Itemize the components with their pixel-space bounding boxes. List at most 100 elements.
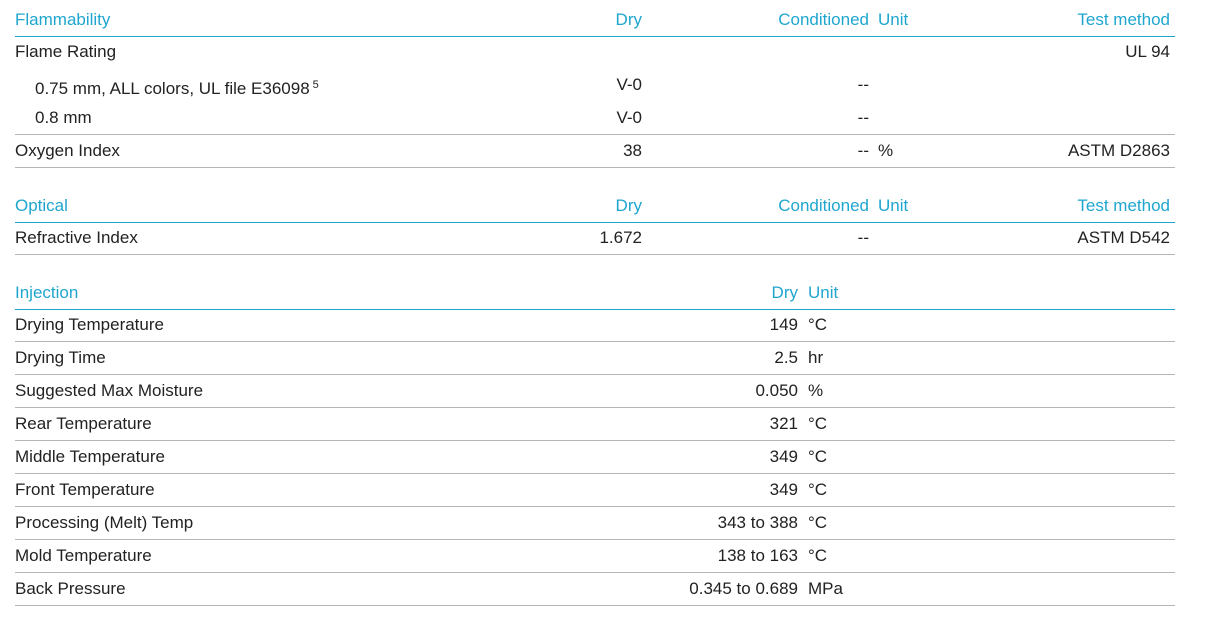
- property: Middle Temperature: [15, 446, 165, 468]
- unit-text: °C: [808, 315, 828, 334]
- property: 0.8 mm: [35, 107, 92, 129]
- dry-text: 1.672: [599, 228, 642, 247]
- column-header: Unit: [878, 9, 908, 31]
- dry-text: V-0: [616, 108, 642, 127]
- header-rule: [15, 309, 1175, 310]
- conditioned: --: [858, 227, 869, 249]
- property-text: Oxygen Index: [15, 141, 120, 160]
- header-rule: [15, 222, 1175, 223]
- column-header-text: Unit: [878, 196, 909, 215]
- section-title: Optical: [15, 195, 68, 217]
- property-text: Middle Temperature: [15, 447, 165, 466]
- row-rule: [15, 374, 1175, 375]
- dry: 349: [770, 446, 798, 468]
- dry: 38: [623, 140, 642, 162]
- dry-text: 2.5: [774, 348, 798, 367]
- dry: 1.672: [599, 227, 642, 249]
- dry: 0.345 to 0.689: [689, 578, 798, 600]
- section-title: Flammability: [15, 9, 110, 31]
- property: Rear Temperature: [15, 413, 152, 435]
- row-rule: [15, 254, 1175, 255]
- test-method: ASTM D2863: [1068, 140, 1170, 162]
- unit-text: °C: [808, 513, 828, 532]
- dry: 0.050: [755, 380, 798, 402]
- test-method-text: ASTM D542: [1077, 228, 1170, 247]
- property: Back Pressure: [15, 578, 126, 600]
- conditioned: --: [858, 74, 869, 96]
- dry-text: 0.050: [755, 381, 798, 400]
- property-text: Rear Temperature: [15, 414, 152, 433]
- property-text: Drying Temperature: [15, 315, 164, 334]
- column-header-text: Unit: [808, 283, 839, 302]
- conditioned: --: [858, 140, 869, 162]
- dry-text: 321: [769, 414, 798, 433]
- row-rule: [15, 407, 1175, 408]
- conditioned: --: [858, 107, 869, 129]
- footnote-ref: 5: [312, 79, 319, 91]
- unit-text: %: [878, 141, 894, 160]
- property-text: Suggested Max Moisture: [15, 381, 204, 400]
- unit-text: °C: [808, 480, 828, 499]
- section-title-text: Injection: [15, 283, 79, 302]
- dry-text: 343 to 388: [717, 513, 798, 532]
- row-rule: [15, 341, 1175, 342]
- column-header: Conditioned: [778, 9, 869, 31]
- property-text: Flame Rating: [15, 42, 117, 61]
- dry: 321: [770, 413, 798, 435]
- dry: 2.5: [774, 347, 798, 369]
- property-text: 0.75 mm, ALL colors, UL file E36098: [35, 79, 310, 98]
- row-rule: [15, 167, 1175, 168]
- row-rule: [15, 473, 1175, 474]
- column-header-text: Test method: [1077, 10, 1170, 29]
- dry: V-0: [616, 107, 642, 129]
- column-header-text: Conditioned: [778, 10, 869, 29]
- property-text: Mold Temperature: [15, 546, 152, 565]
- row-rule: [15, 506, 1175, 507]
- dry: 343 to 388: [718, 512, 798, 534]
- dry-text: 38: [623, 141, 642, 160]
- column-header: Dry: [772, 282, 798, 304]
- property: Drying Temperature: [15, 314, 164, 336]
- property-text: 0.8 mm: [35, 108, 92, 127]
- section-title: Injection: [15, 282, 78, 304]
- column-header-text: Unit: [878, 10, 909, 29]
- unit: °C: [808, 512, 827, 534]
- unit-text: hr: [808, 348, 824, 367]
- unit: %: [878, 140, 893, 162]
- column-header-text: Dry: [771, 283, 798, 302]
- property: Processing (Melt) Temp: [15, 512, 193, 534]
- row-rule: [15, 134, 1175, 135]
- dry: V-0: [616, 74, 642, 96]
- unit-text: °C: [808, 447, 828, 466]
- unit: °C: [808, 479, 827, 501]
- test-method: UL 94: [1125, 41, 1170, 63]
- property-text: Back Pressure: [15, 579, 126, 598]
- property: Suggested Max Moisture: [15, 380, 203, 402]
- column-header: Dry: [616, 9, 642, 31]
- test-method-text: UL 94: [1125, 42, 1170, 61]
- property: Refractive Index: [15, 227, 138, 249]
- dry-text: 349: [769, 447, 798, 466]
- column-header-text: Dry: [615, 196, 642, 215]
- dry-text: 138 to 163: [717, 546, 798, 565]
- section-title-text: Optical: [15, 196, 68, 215]
- column-header: Conditioned: [778, 195, 869, 217]
- column-header: Unit: [808, 282, 838, 304]
- conditioned-text: --: [857, 228, 869, 247]
- unit-text: %: [808, 381, 824, 400]
- unit: °C: [808, 545, 827, 567]
- property: Front Temperature: [15, 479, 155, 501]
- property-text: Processing (Melt) Temp: [15, 513, 194, 532]
- column-header-text: Dry: [615, 10, 642, 29]
- unit: °C: [808, 446, 827, 468]
- conditioned-text: --: [857, 141, 869, 160]
- property: Oxygen Index: [15, 140, 120, 162]
- row-rule: [15, 539, 1175, 540]
- property-text: Refractive Index: [15, 228, 138, 247]
- conditioned-text: --: [857, 108, 869, 127]
- property: Drying Time: [15, 347, 106, 369]
- column-header: Unit: [878, 195, 908, 217]
- test-method: ASTM D542: [1077, 227, 1170, 249]
- unit: hr: [808, 347, 823, 369]
- unit: °C: [808, 413, 827, 435]
